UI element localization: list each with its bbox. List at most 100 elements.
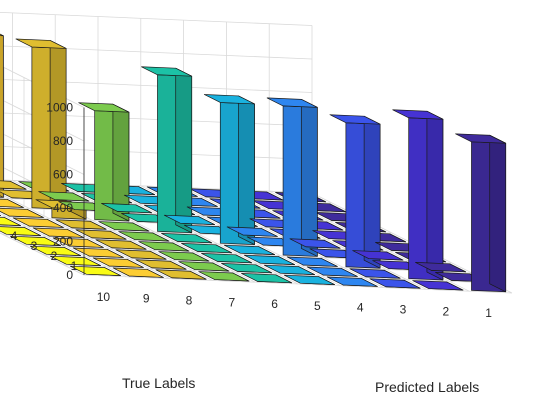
bar-face-top — [181, 243, 233, 254]
bar-face-top — [112, 267, 164, 278]
x-tick-label: 8 — [186, 294, 193, 308]
bar-face-top — [69, 265, 121, 276]
bar-face-top — [349, 268, 401, 279]
bar — [69, 265, 121, 276]
bar-face-side — [426, 110, 444, 281]
bar-face-top — [198, 271, 250, 282]
bar — [241, 273, 293, 284]
bar-face-top — [161, 233, 213, 244]
x-tick-label: 2 — [442, 304, 449, 318]
bar — [112, 267, 164, 278]
bar — [72, 247, 124, 258]
bar — [29, 245, 81, 256]
bar-face-top — [95, 239, 147, 250]
bar — [78, 102, 130, 222]
bar-face-top — [49, 255, 101, 266]
bar — [289, 238, 341, 249]
bar — [101, 203, 153, 214]
bar — [0, 198, 24, 208]
x-axis-label: Predicted Labels — [375, 379, 479, 395]
y-tick-label: 3 — [31, 239, 38, 253]
bar-face-top — [415, 262, 467, 273]
bar-face-top — [101, 203, 153, 214]
bar-face-top — [0, 214, 1, 216]
bar-face-top — [306, 266, 358, 277]
bar — [12, 217, 64, 228]
bar-face-top — [98, 221, 150, 232]
bar-face-side — [300, 98, 318, 257]
bar-face-side — [112, 103, 130, 222]
bar — [178, 261, 230, 272]
z-tick-label: 600 — [53, 168, 73, 182]
z-tick-label: 200 — [53, 235, 73, 249]
bar — [181, 243, 233, 254]
bar-face-top — [141, 66, 193, 77]
bar — [0, 217, 21, 226]
bar-face-top — [223, 244, 275, 255]
bar — [412, 280, 464, 291]
bar-face-top — [15, 38, 67, 49]
bar-face-side — [489, 134, 507, 293]
bar-face-top — [32, 227, 84, 238]
y-tick-label: 2 — [51, 249, 58, 263]
x-tick-label: 9 — [143, 292, 150, 306]
bar — [415, 262, 467, 273]
floor-grid-u — [55, 181, 256, 283]
bar-face-top — [92, 257, 144, 268]
bar-face-top — [266, 97, 318, 108]
bar — [118, 231, 170, 242]
bar-face-top — [283, 274, 335, 285]
x-tick-label: 5 — [314, 299, 321, 313]
bar-face-top — [178, 261, 230, 272]
wall-grid-z — [0, 11, 313, 108]
floor-grid-v — [0, 197, 353, 214]
bar — [9, 235, 61, 246]
bar-face-top — [9, 235, 61, 246]
bar-face-top — [38, 191, 90, 202]
bar-face-top — [55, 219, 107, 230]
bar-face-top — [326, 276, 378, 287]
bar-face-top — [12, 217, 64, 228]
bar — [203, 94, 255, 245]
bar — [221, 263, 273, 274]
bar-face-top — [352, 250, 404, 261]
bar — [135, 259, 187, 270]
bar — [455, 133, 507, 293]
floor-grid-u — [0, 212, 127, 278]
bar — [92, 257, 144, 268]
y-axis-label: True Labels — [122, 375, 195, 391]
bar-face-top — [0, 226, 41, 236]
bar — [263, 264, 315, 275]
bar — [352, 250, 404, 261]
bar-face-top — [0, 198, 24, 208]
x-tick-label: 1 — [485, 306, 492, 320]
bar — [0, 226, 41, 236]
bar — [32, 227, 84, 238]
bar-face-top — [0, 180, 27, 190]
bar — [163, 214, 215, 225]
y-tick-label: 4 — [11, 229, 18, 243]
bar — [38, 191, 90, 202]
bar-face-side — [363, 115, 381, 269]
bar-face-top — [135, 259, 187, 270]
bar — [115, 249, 167, 260]
z-tick-label: 400 — [53, 201, 73, 215]
bar-face-top — [29, 245, 81, 256]
bar — [49, 255, 101, 266]
x-tick-label: 4 — [357, 301, 364, 315]
bar-face-top — [329, 114, 381, 125]
bar-face-top — [78, 102, 130, 113]
bar-face-top — [52, 237, 104, 248]
bar-face-top — [155, 269, 207, 280]
bar-face-top — [289, 238, 341, 249]
bar-face-top — [221, 263, 273, 274]
bar — [369, 278, 421, 289]
bar-face-top — [226, 226, 278, 237]
bar — [0, 214, 1, 216]
bar-face-top — [392, 109, 444, 120]
bar — [55, 219, 107, 230]
bar-face-top — [0, 217, 21, 226]
bar — [243, 254, 295, 265]
bar — [283, 274, 335, 285]
